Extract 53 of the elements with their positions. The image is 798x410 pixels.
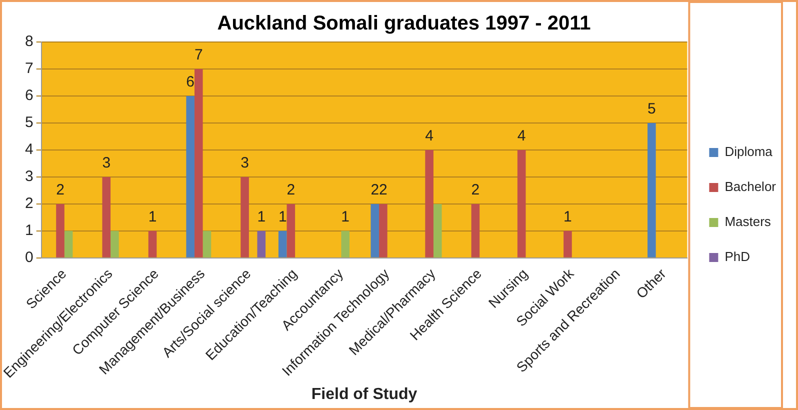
bar [517,150,526,258]
bar [148,230,157,258]
bar [379,204,388,258]
y-tick-label: 6 [25,87,34,104]
y-tick-label: 5 [25,114,34,132]
bar [433,204,442,258]
bar [370,204,380,258]
bar [341,230,350,258]
x-axis-title: Field of Study [311,386,418,403]
bar [648,122,656,258]
data-label: 2 [379,182,388,199]
y-tick-label: 8 [25,33,34,50]
data-label: 2 [370,182,380,199]
y-tick-label: 2 [25,195,34,212]
bar [202,230,212,258]
bar [186,96,194,258]
data-label: 5 [648,100,656,118]
legend-label: Masters [724,214,772,230]
y-tick-label: 0 [25,249,34,266]
legend-label: Bachelor [724,179,777,194]
data-label: 1 [148,208,157,226]
bar [56,204,64,258]
y-tick-label: 7 [25,60,34,78]
data-label: 1 [257,208,266,226]
data-label: 4 [517,128,526,145]
bar [278,230,287,258]
bar [564,230,572,258]
legend-label: Diploma [724,144,774,160]
data-label: 3 [102,154,111,172]
y-tick-label: 3 [25,168,34,186]
data-label: 6 [186,74,195,91]
bar [240,176,249,258]
data-label: 1 [564,208,572,226]
bar [471,204,480,258]
data-label: 3 [240,154,249,172]
data-label: 1 [341,208,350,226]
bar [110,230,119,258]
data-label: 1 [278,208,287,226]
data-label: 4 [425,128,434,145]
bar [257,230,266,258]
bar [286,204,296,258]
bar [194,68,203,258]
y-tick-label: 4 [25,141,34,158]
bar [425,150,434,258]
data-label: 2 [471,182,480,199]
legend-label: PhD [724,249,750,264]
data-label: 2 [56,182,64,199]
y-tick-label: 1 [25,222,34,240]
data-label: 7 [194,46,203,64]
bar [64,230,73,258]
data-label: 2 [286,182,296,199]
chart-title: Auckland Somali graduates 1997 - 2011 [217,12,591,35]
bar [102,176,111,258]
